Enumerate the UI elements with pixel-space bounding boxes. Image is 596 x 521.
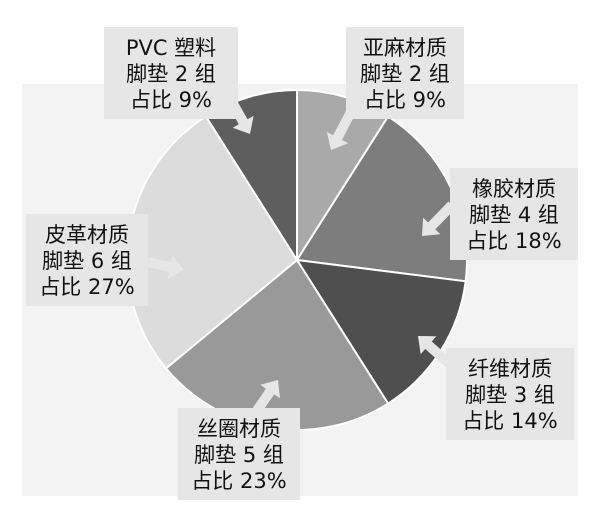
label-pvc-name: PVC 塑料 — [125, 36, 217, 60]
leader-arrow-fiber — [418, 336, 456, 370]
label-pvc-share: 占比 9% — [130, 88, 212, 112]
label-linen: 亚麻材质 脚垫 2 组 占比 9% — [346, 27, 464, 119]
label-coil-share: 占比 23% — [191, 469, 287, 493]
label-fiber-count: 脚垫 3 组 — [465, 383, 555, 407]
label-leather-share: 占比 27% — [39, 275, 135, 299]
label-pvc-count: 脚垫 2 组 — [126, 62, 216, 86]
leader-arrow-rubber — [422, 201, 456, 236]
label-linen-count: 脚垫 2 组 — [360, 62, 450, 86]
label-fiber-share: 占比 14% — [462, 409, 558, 433]
label-fiber: 纤维材质 脚垫 3 组 占比 14% — [446, 348, 574, 440]
label-coil-count: 脚垫 5 组 — [194, 443, 284, 467]
label-coil: 丝圈材质 脚垫 5 组 占比 23% — [178, 408, 300, 500]
label-leather-count: 脚垫 6 组 — [42, 249, 132, 273]
label-rubber-name: 橡胶材质 — [472, 177, 556, 201]
label-leather-name: 皮革材质 — [45, 223, 129, 247]
label-rubber-share: 占比 18% — [466, 229, 562, 253]
leader-arrow-leather — [146, 255, 184, 279]
label-linen-share: 占比 9% — [364, 88, 446, 112]
label-rubber: 橡胶材质 脚垫 4 组 占比 18% — [450, 168, 578, 260]
label-leather: 皮革材质 脚垫 6 组 占比 27% — [26, 214, 148, 306]
label-coil-name: 丝圈材质 — [197, 417, 281, 441]
leader-arrow-coil — [251, 380, 280, 415]
label-linen-name: 亚麻材质 — [363, 36, 447, 60]
label-fiber-name: 纤维材质 — [468, 357, 552, 381]
label-rubber-count: 脚垫 4 组 — [469, 203, 559, 227]
label-pvc: PVC 塑料 脚垫 2 组 占比 9% — [104, 27, 238, 119]
